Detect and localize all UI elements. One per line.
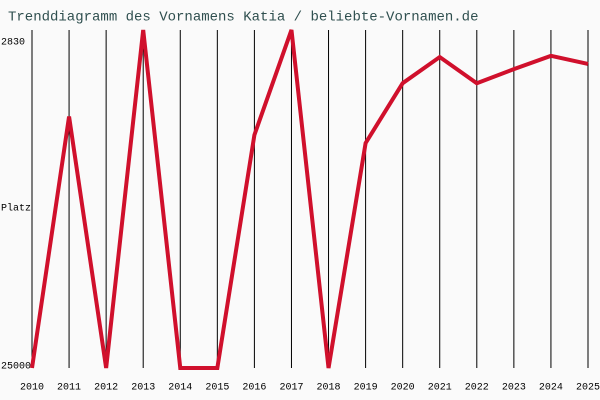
- x-tick-label: 2018: [317, 383, 341, 394]
- x-tick-label: 2011: [57, 383, 81, 394]
- x-tick-label: 2020: [391, 383, 415, 394]
- x-tick-label: 2023: [502, 383, 526, 394]
- x-tick-label: 2014: [168, 383, 192, 394]
- x-tick-label: 2021: [428, 383, 452, 394]
- x-tick-label: 2016: [242, 383, 266, 394]
- y-tick-label: 25000: [1, 362, 31, 373]
- chart-title: Trenddiagramm des Vornamens Katia / beli…: [8, 10, 478, 26]
- x-tick-label: 2017: [279, 383, 303, 394]
- x-tick-label: 2010: [20, 383, 44, 394]
- x-tick-label: 2015: [205, 383, 229, 394]
- x-tick-label: 2024: [539, 383, 563, 394]
- x-tick-label: 2012: [94, 383, 118, 394]
- y-axis-label: Platz: [1, 203, 31, 215]
- x-tick-label: 2019: [354, 383, 378, 394]
- y-tick-label: 2830: [1, 38, 25, 49]
- x-tick-label: 2025: [576, 383, 600, 394]
- data-line: [30, 29, 589, 370]
- x-tick-label: 2022: [465, 383, 489, 394]
- x-tick-label: 2013: [131, 383, 155, 394]
